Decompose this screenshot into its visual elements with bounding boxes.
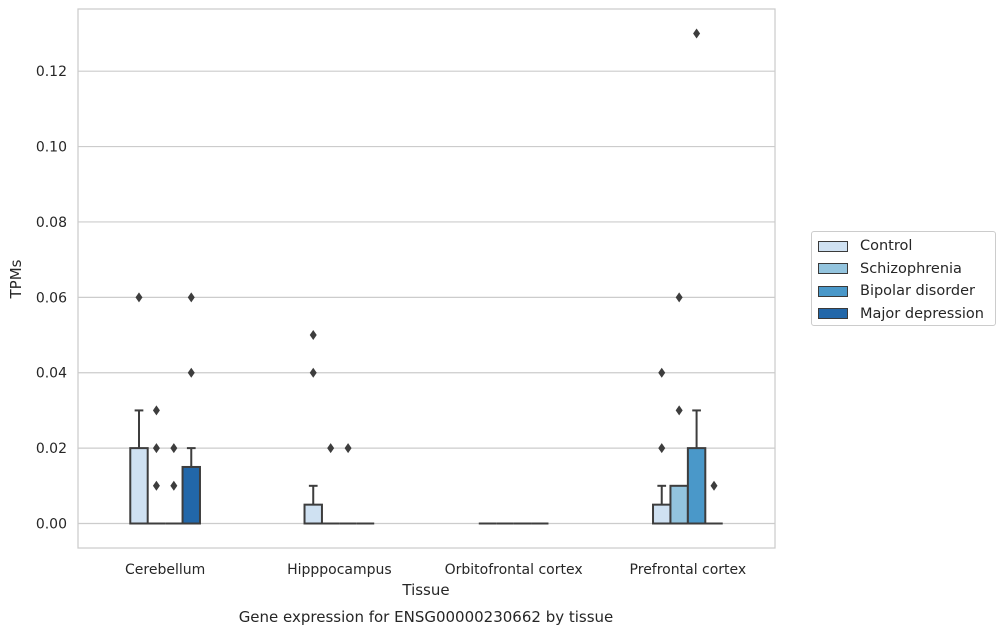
- box: [147, 405, 166, 525]
- chart-caption: Gene expression for ENSG00000230662 by t…: [239, 608, 614, 626]
- y-tick-label: 0.02: [36, 441, 67, 457]
- y-axis-ticks: 0.00 0.02 0.04 0.06 0.08 0.10 0.12: [36, 64, 67, 532]
- outlier-point: [675, 405, 683, 416]
- outlier-point: [658, 443, 666, 454]
- legend-swatch: [818, 308, 848, 320]
- outlier-point: [675, 292, 683, 303]
- outlier-point: [309, 367, 317, 378]
- box: [652, 367, 672, 525]
- plot-frame: [77, 8, 776, 549]
- outlier-point: [309, 330, 317, 341]
- box: [339, 443, 357, 525]
- box-body: [686, 447, 707, 525]
- outlier-point: [710, 480, 718, 491]
- outlier-point: [152, 480, 160, 491]
- box-body: [669, 484, 689, 525]
- box: [303, 330, 323, 525]
- box-plot-area: [129, 28, 723, 525]
- gridlines: [78, 70, 775, 525]
- outlier-point: [152, 443, 160, 454]
- x-tick-label: Orbitofrontal cortex: [445, 562, 583, 578]
- y-tick-label: 0.04: [36, 366, 67, 382]
- box-body: [303, 503, 323, 525]
- outlier-point: [187, 292, 195, 303]
- outlier-point: [658, 367, 666, 378]
- legend-item: Major depression: [818, 303, 989, 326]
- outlier-point: [327, 443, 335, 454]
- box-body: [181, 465, 201, 525]
- outlier-point: [170, 443, 178, 454]
- box: [705, 480, 723, 525]
- box: [669, 292, 689, 525]
- legend-swatch: [818, 285, 848, 297]
- y-axis-label: TPMs: [7, 259, 25, 299]
- x-tick-label: Prefrontal cortex: [630, 562, 747, 578]
- y-tick-label: 0.12: [36, 64, 67, 80]
- y-tick-label: 0.08: [36, 215, 67, 231]
- legend-label: Schizophrenia: [860, 260, 962, 277]
- outlier-point: [152, 405, 160, 416]
- legend-label: Control: [860, 238, 913, 255]
- y-tick-label: 0.10: [36, 140, 67, 156]
- legend-item: Bipolar disorder: [818, 280, 989, 303]
- legend-swatch: [818, 240, 848, 252]
- box: [321, 443, 340, 525]
- box-body: [129, 447, 149, 525]
- legend-label: Major depression: [860, 305, 984, 322]
- outlier-point: [187, 367, 195, 378]
- legend-swatch: [818, 263, 848, 275]
- box-body: [652, 503, 672, 525]
- legend-item: Control: [818, 235, 989, 258]
- x-axis-ticks: Cerebellum Hipppocampus Orbitofrontal cort…: [125, 562, 746, 578]
- outlier-point: [135, 292, 143, 303]
- y-tick-label: 0.06: [36, 290, 67, 306]
- box: [129, 292, 149, 525]
- legend: Control Schizophrenia Bipolar disorder Majo…: [811, 231, 996, 326]
- outlier-point: [693, 28, 701, 39]
- y-tick-label: 0.00: [36, 517, 67, 533]
- legend-item: Schizophrenia: [818, 258, 989, 281]
- outlier-point: [344, 443, 352, 454]
- x-tick-label: Cerebellum: [125, 562, 205, 578]
- box: [165, 443, 183, 525]
- box: [686, 28, 707, 525]
- box: [181, 292, 201, 525]
- x-axis-label: Tissue: [401, 581, 449, 599]
- legend-label: Bipolar disorder: [860, 283, 975, 300]
- outlier-point: [170, 480, 178, 491]
- x-tick-label: Hipppocampus: [287, 562, 392, 578]
